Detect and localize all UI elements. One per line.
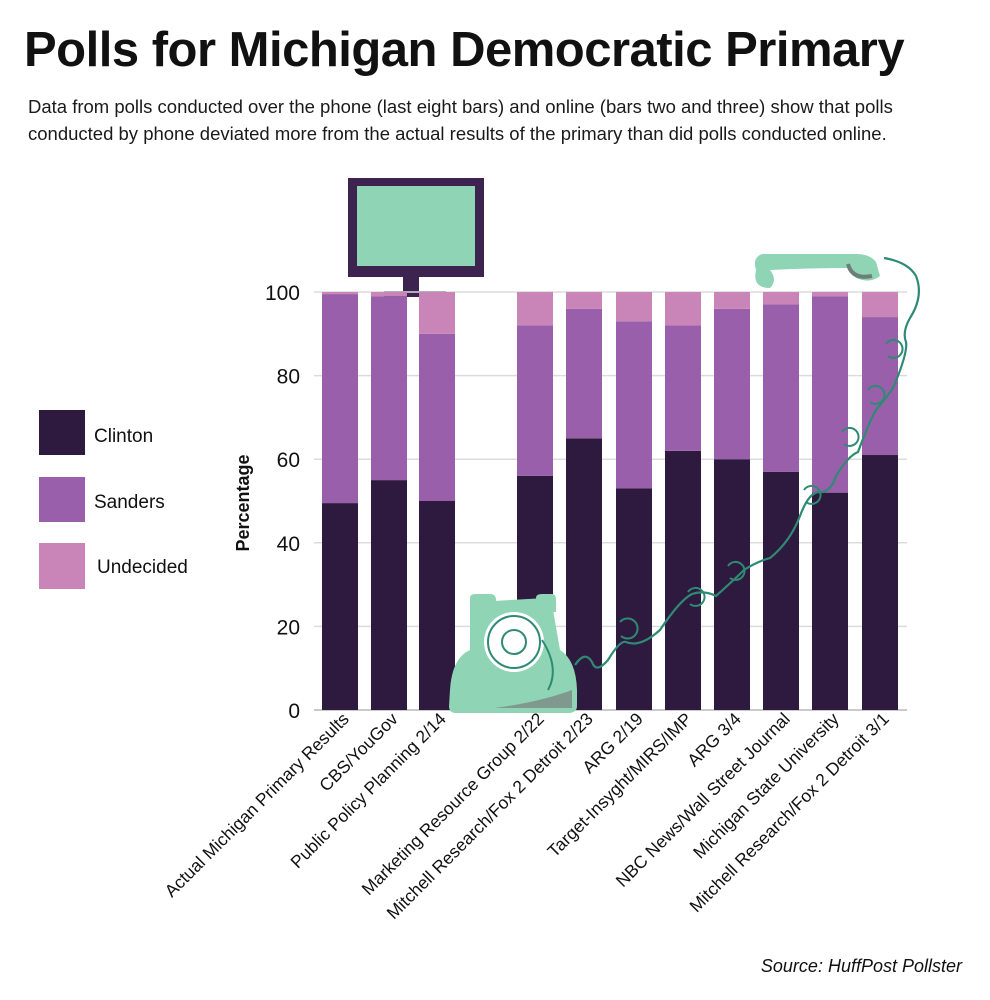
bars (322, 292, 898, 710)
bar-sanders (616, 321, 652, 489)
legend-swatch-sanders (39, 477, 85, 522)
y-tick-label: 40 (277, 533, 300, 556)
legend-swatch-undecided (39, 543, 85, 589)
bar-sanders (419, 333, 455, 501)
bar-undecided (517, 292, 553, 326)
chart-title: Polls for Michigan Democratic Primary (24, 23, 905, 77)
legend-swatch-clinton (39, 410, 85, 455)
y-tick-label: 80 (277, 366, 300, 389)
y-tick-label: 60 (277, 449, 300, 472)
bar-sanders (812, 296, 848, 493)
bar-undecided (322, 292, 358, 295)
bar-sanders (763, 304, 799, 472)
bar-clinton (616, 488, 652, 710)
bar-sanders (517, 325, 553, 476)
bar-undecided (371, 292, 407, 297)
legend-label-sanders: Sanders (94, 492, 165, 513)
bar-sanders (371, 296, 407, 481)
bar-clinton (322, 503, 358, 710)
bar-undecided (812, 292, 848, 297)
y-axis-label: Percentage (233, 454, 253, 551)
bar-undecided (616, 292, 652, 322)
bar-undecided (763, 292, 799, 305)
bar-clinton (419, 501, 455, 710)
x-tick-label: Actual Michigan Primary Results (161, 709, 353, 901)
y-tick-label: 0 (288, 700, 300, 723)
bar-clinton (714, 459, 750, 710)
rotary-phone-icon (449, 594, 577, 713)
bar-sanders (566, 308, 602, 439)
bar-undecided (566, 292, 602, 309)
bar-sanders (714, 308, 750, 460)
source-note: Source: HuffPost Pollster (760, 956, 962, 976)
chart-subtitle: Data from polls conducted over the phone… (28, 96, 893, 144)
y-tick-label: 20 (277, 616, 300, 639)
y-grid (314, 291, 907, 711)
legend-label-undecided: Undecided (97, 557, 188, 578)
bar-clinton (665, 450, 701, 710)
y-tick-labels: 0 20 40 60 80 100 (265, 282, 300, 723)
bar-sanders (322, 294, 358, 504)
computer-monitor-icon (348, 178, 484, 297)
x-tick-labels: Actual Michigan Primary ResultsCBS/YouGo… (161, 709, 893, 923)
legend: Clinton Sanders Undecided (39, 410, 188, 589)
bar-undecided (714, 292, 750, 309)
bar-undecided (862, 292, 898, 318)
bar-sanders (665, 325, 701, 451)
legend-label-clinton: Clinton (94, 426, 153, 447)
bar-undecided (419, 292, 455, 334)
bar-clinton (763, 471, 799, 710)
phone-handset-icon (754, 254, 880, 288)
phone-cord (574, 256, 921, 669)
bar-clinton (862, 455, 898, 710)
y-tick-label: 100 (265, 282, 300, 305)
bar-clinton (371, 480, 407, 710)
bar-undecided (665, 292, 701, 326)
bar-clinton (812, 492, 848, 710)
